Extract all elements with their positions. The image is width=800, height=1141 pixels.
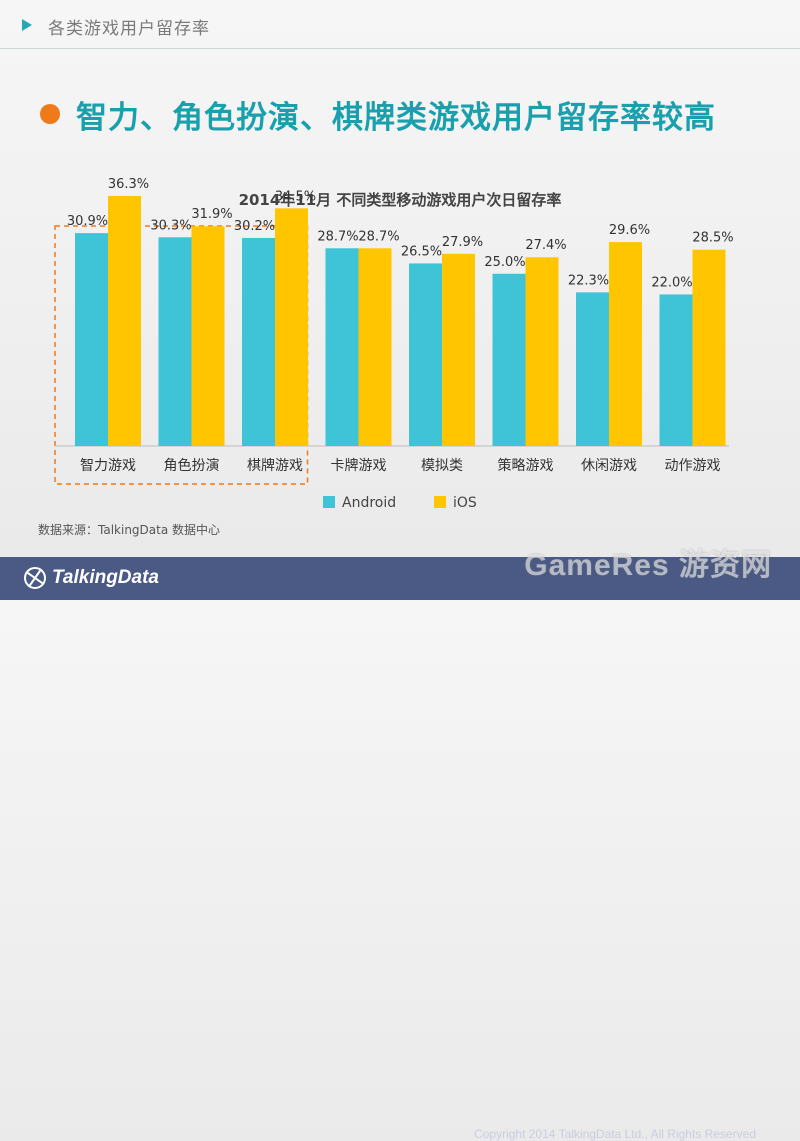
ios-bar-7 (692, 249, 726, 446)
android-bar-4 (409, 263, 442, 446)
ios-label-1: 31.9% (191, 207, 232, 222)
ios-label-2: 34.5% (275, 189, 316, 204)
ios-bar-6 (609, 242, 642, 446)
ios-label-4: 27.9% (442, 235, 483, 250)
android-bar-1 (158, 237, 192, 446)
android-label-1: 30.3% (150, 218, 191, 233)
ios-bar-1 (191, 226, 225, 446)
logo-text: TalkingData (52, 567, 159, 588)
android-label-3: 28.7% (317, 229, 358, 244)
android-label-4: 26.5% (401, 244, 442, 259)
legend-swatch-android (323, 496, 335, 508)
ios-bar-4 (442, 253, 475, 446)
category-label-5: 策略游戏 (498, 457, 554, 474)
section-title: 各类游戏用户留存率 (48, 19, 210, 39)
bar-chart: 2014年11月 不同类型移动游戏用户次日留存率 30.9% 36.3% 智力游戏 30… (54, 177, 734, 511)
talkingdata-logo: TalkingData (24, 565, 194, 593)
category-label-6: 休闲游戏 (581, 458, 637, 474)
ios-label-3: 28.7% (358, 229, 399, 244)
category-label-4: 模拟类 (421, 458, 463, 474)
basketball-logo-icon (24, 567, 46, 589)
ios-bar-0 (108, 195, 141, 446)
ios-bar-5 (525, 257, 559, 446)
watermark: GameRes 游资网 (524, 549, 772, 582)
legend-label-android: Android (342, 495, 396, 511)
legend-swatch-ios (434, 496, 446, 508)
copyright-text: Copyright 2014 TalkingData Ltd., All Rig… (474, 1127, 756, 1141)
android-label-6: 22.3% (568, 273, 609, 288)
ios-label-6: 29.6% (609, 223, 650, 238)
play-arrow-icon (22, 19, 32, 31)
android-bar-7 (659, 294, 693, 446)
category-label-7: 动作游戏 (665, 458, 721, 474)
top-bar: 各类游戏用户留存率 (0, 0, 800, 49)
android-bar-2 (242, 237, 275, 446)
category-label-3: 卡牌游戏 (331, 457, 387, 474)
bullet-dot-icon (40, 104, 60, 124)
category-label-0: 智力游戏 (80, 458, 136, 474)
chart-title: 2014年11月 不同类型移动游戏用户次日留存率 (239, 191, 562, 209)
ios-bar-2 (275, 208, 308, 446)
android-bar-3 (325, 248, 359, 446)
android-label-2: 30.2% (234, 219, 275, 234)
headline: 智力、角色扮演、棋牌类游戏用户留存率较高 (76, 100, 716, 136)
android-bar-6 (576, 292, 609, 446)
android-label-0: 30.9% (67, 214, 108, 229)
android-bar-5 (492, 273, 526, 446)
ios-label-0: 36.3% (108, 177, 149, 192)
source-note: 数据来源：TalkingData 数据中心 (38, 523, 221, 537)
android-label-7: 22.0% (651, 275, 692, 290)
android-label-5: 25.0% (484, 255, 525, 270)
ios-label-7: 28.5% (692, 231, 733, 246)
category-label-1: 角色扮演 (164, 457, 220, 474)
android-bar-0 (75, 233, 108, 446)
legend-label-ios: iOS (453, 495, 477, 511)
ios-bar-3 (358, 248, 392, 446)
ios-label-5: 27.4% (525, 238, 566, 253)
category-label-2: 棋牌游戏 (247, 457, 303, 474)
